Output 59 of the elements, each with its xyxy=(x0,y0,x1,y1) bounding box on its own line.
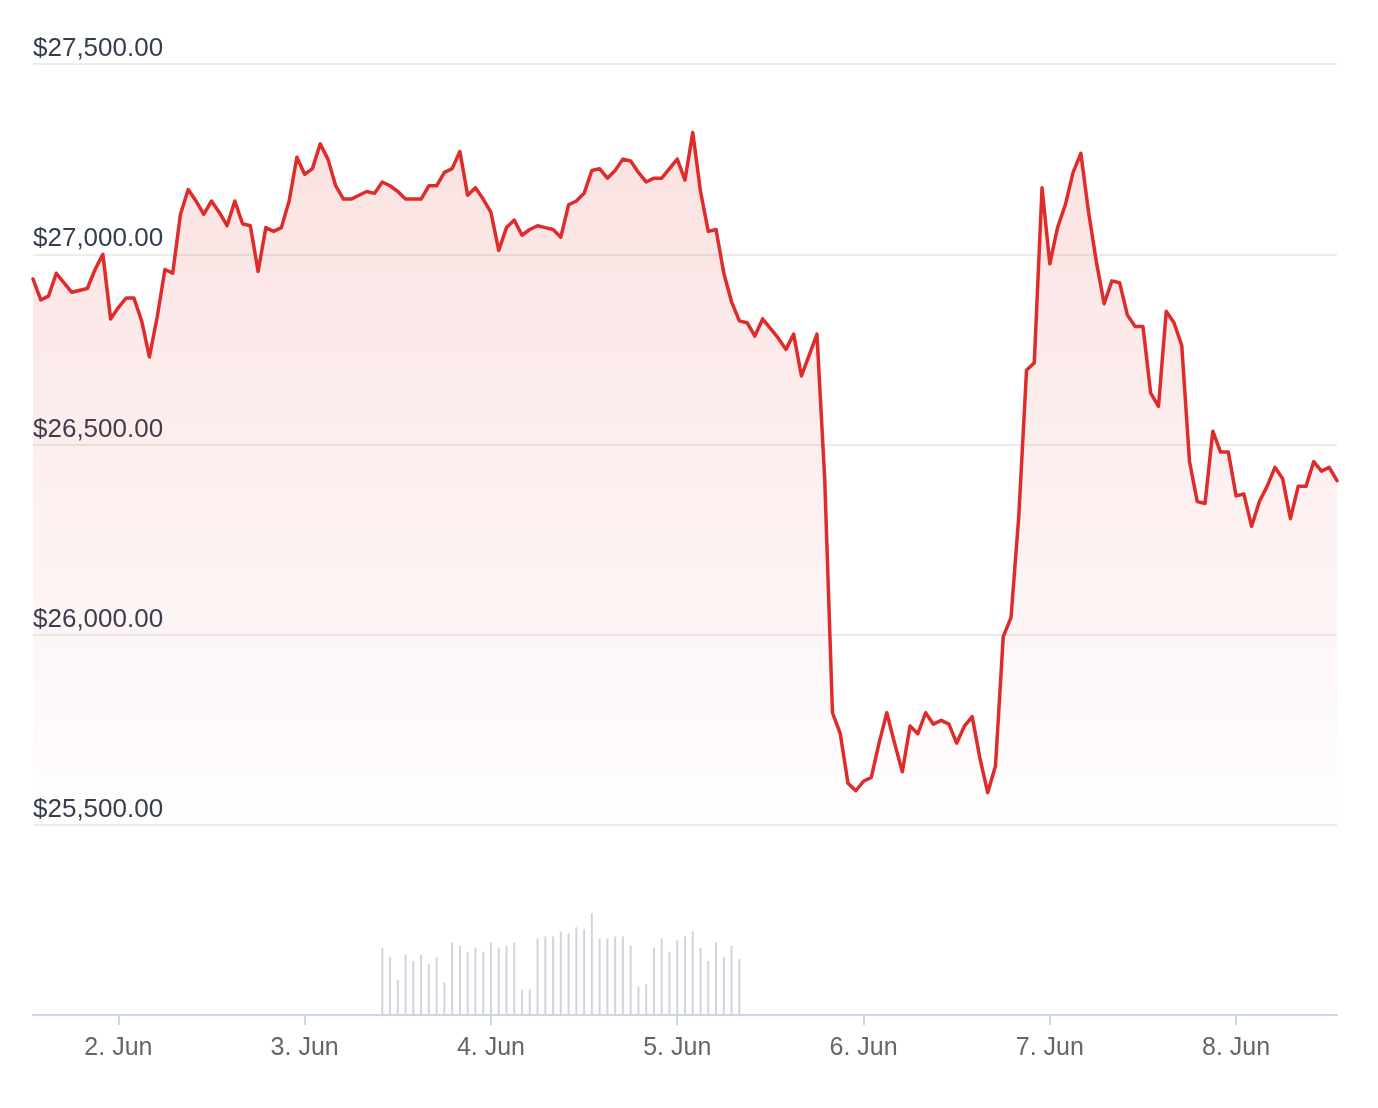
bar xyxy=(652,947,655,1015)
bar xyxy=(552,936,555,1015)
bar xyxy=(668,951,671,1015)
x-tick-label: 4. Jun xyxy=(456,1031,526,1060)
y-tick-label: $26,500.00 xyxy=(33,412,164,443)
bar xyxy=(412,960,415,1015)
bar xyxy=(676,940,679,1015)
x-tick-label: 3. Jun xyxy=(270,1031,339,1060)
y-tick-label: $25,500.00 xyxy=(33,793,164,823)
bar xyxy=(722,956,725,1015)
bar xyxy=(528,989,531,1015)
bar xyxy=(443,982,446,1015)
bar xyxy=(458,945,461,1015)
bar xyxy=(575,927,578,1015)
x-tick-label: 7. Jun xyxy=(1015,1031,1084,1060)
bar xyxy=(567,933,570,1015)
bar xyxy=(466,951,469,1015)
bar xyxy=(513,942,516,1015)
bar xyxy=(614,936,617,1015)
y-tick-label: $27,000.00 xyxy=(33,222,164,253)
bar xyxy=(489,942,492,1015)
bar xyxy=(598,938,601,1015)
x-tick-label: 8. Jun xyxy=(1202,1031,1271,1060)
bar xyxy=(684,936,686,1015)
bar xyxy=(715,942,718,1015)
x-tick-label: 5. Jun xyxy=(643,1031,712,1060)
bar xyxy=(451,942,454,1015)
bar xyxy=(707,960,710,1015)
bar xyxy=(381,947,384,1015)
bar xyxy=(590,913,593,1015)
y-tick-label: $27,500.00 xyxy=(33,32,164,62)
x-tick-label: 2. Jun xyxy=(84,1031,153,1060)
bar xyxy=(482,951,485,1015)
bar xyxy=(559,931,562,1015)
bar xyxy=(404,954,407,1015)
y-tick-label: $26,000.00 xyxy=(33,602,164,633)
bar xyxy=(536,938,539,1015)
bar xyxy=(497,947,500,1015)
bar xyxy=(699,947,702,1015)
bar xyxy=(427,964,430,1015)
bar xyxy=(629,945,632,1015)
bar xyxy=(645,984,648,1015)
bar xyxy=(474,947,477,1015)
bar xyxy=(730,945,733,1015)
bar xyxy=(691,931,694,1015)
bar xyxy=(660,938,663,1015)
bar xyxy=(606,938,609,1015)
bar xyxy=(505,945,508,1015)
bar xyxy=(738,958,741,1015)
bar xyxy=(396,980,399,1015)
bar xyxy=(389,956,392,1015)
bar xyxy=(521,989,523,1015)
bar xyxy=(637,986,640,1015)
bar xyxy=(621,936,624,1015)
bar xyxy=(583,929,586,1015)
bar xyxy=(420,954,423,1015)
bar xyxy=(435,956,438,1015)
x-tick-label: 6. Jun xyxy=(829,1031,898,1060)
bar xyxy=(544,936,547,1015)
